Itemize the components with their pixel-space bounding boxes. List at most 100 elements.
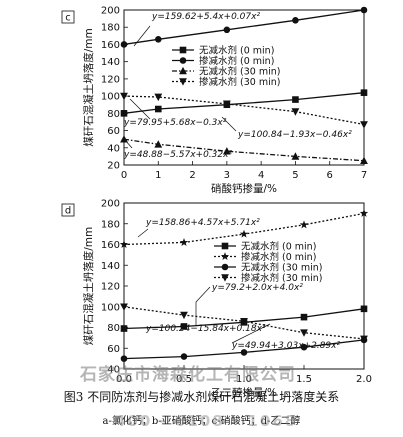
fit-equation: y=79.2+2.0x+4.0x² bbox=[211, 283, 303, 293]
legend-marker bbox=[179, 46, 187, 54]
legend-marker bbox=[179, 78, 187, 86]
x-tick-label: 0 bbox=[121, 170, 127, 181]
panel-label: d bbox=[61, 203, 75, 217]
legend-marker bbox=[221, 263, 229, 271]
x-tick-label: 2.0 bbox=[356, 374, 372, 385]
fit-equation: y=79.95+5.68x−0.3x² bbox=[123, 118, 227, 128]
data-point bbox=[239, 229, 249, 238]
data-point bbox=[360, 156, 368, 164]
legend-entry: 无减水剂 (0 min) bbox=[214, 240, 316, 252]
fit-equation: y=100.84−1.93x−0.46x² bbox=[237, 130, 352, 140]
data-point bbox=[222, 147, 231, 155]
data-point bbox=[154, 35, 162, 43]
y-tick-label: 120 bbox=[101, 74, 120, 85]
y-tick-label: 120 bbox=[101, 282, 120, 293]
x-axis-label: 硝酸钙掺量/% bbox=[211, 182, 277, 195]
data-point bbox=[300, 313, 308, 321]
x-tick-label: 1.0 bbox=[236, 374, 252, 385]
x-tick-label: 7 bbox=[361, 170, 367, 181]
data-point bbox=[154, 105, 162, 113]
y-tick-label: 180 bbox=[101, 23, 120, 34]
annotation-arrow bbox=[195, 286, 211, 303]
y-tick-label: 60 bbox=[107, 126, 120, 137]
x-tick-label: 5 bbox=[292, 170, 298, 181]
x-tick-label: 6 bbox=[327, 170, 333, 181]
x-tick-label: 0.0 bbox=[116, 374, 132, 385]
y-tick-label: 200 bbox=[101, 6, 120, 17]
data-point bbox=[120, 110, 128, 117]
legend-marker bbox=[179, 66, 187, 75]
data-point bbox=[119, 240, 129, 249]
data-point bbox=[300, 343, 308, 351]
legend-entry: 无减水剂 (30 min) bbox=[172, 65, 280, 77]
fit-equation: y=158.86+4.57x+5.71x² bbox=[145, 218, 260, 228]
data-point bbox=[120, 135, 128, 143]
data-point bbox=[360, 335, 368, 344]
legend-marker bbox=[220, 252, 230, 261]
legend-label: 无减水剂 (30 min) bbox=[199, 65, 280, 77]
y-tick-label: 40 bbox=[107, 143, 120, 154]
data-point bbox=[240, 317, 248, 326]
y-tick-label: 80 bbox=[107, 109, 120, 120]
annotation-arrow bbox=[137, 228, 149, 238]
data-point bbox=[360, 89, 368, 96]
annotation-arrow bbox=[129, 98, 151, 120]
y-tick-label: 140 bbox=[101, 261, 120, 272]
data-point bbox=[179, 238, 189, 246]
y-tick-label: 160 bbox=[101, 40, 120, 51]
annotation-arrow bbox=[133, 25, 151, 47]
y-tick-label: 100 bbox=[101, 302, 120, 313]
legend-label: 掺减水剂 (30 min) bbox=[199, 76, 280, 88]
fit-equation: y=159.62+5.4x+0.07x² bbox=[151, 12, 260, 22]
series-1 bbox=[120, 6, 368, 48]
data-point bbox=[360, 121, 368, 129]
series-3 bbox=[120, 303, 368, 344]
data-point bbox=[120, 355, 128, 362]
legend-entry: 掺减水剂 (30 min) bbox=[214, 272, 322, 284]
data-point bbox=[180, 353, 188, 360]
panel-label-text: c bbox=[65, 13, 71, 24]
data-point bbox=[291, 108, 300, 116]
x-tick-label: 0.5 bbox=[176, 374, 192, 385]
y-axis-label: 煤矸石混凝土坍落度/mm bbox=[82, 227, 95, 346]
x-tick-label: 3 bbox=[224, 170, 230, 181]
data-point bbox=[222, 100, 231, 108]
annotation-arrow bbox=[124, 139, 133, 149]
y-tick-label: 140 bbox=[101, 57, 120, 68]
data-point bbox=[299, 220, 309, 229]
annotation-arrow bbox=[221, 116, 237, 132]
y-tick-label: 180 bbox=[101, 219, 120, 230]
legend-entry: 无减水剂 (30 min) bbox=[214, 261, 322, 273]
series-1 bbox=[119, 208, 369, 249]
x-tick-label: 1.5 bbox=[296, 374, 312, 385]
data-point bbox=[120, 303, 128, 311]
x-tick-label: 1 bbox=[155, 170, 161, 181]
data-point bbox=[180, 323, 188, 330]
data-point bbox=[292, 96, 299, 103]
fit-equation: y=49.94+3.03x+2.89x² bbox=[231, 341, 340, 351]
y-tick-label: 160 bbox=[101, 240, 120, 251]
data-point bbox=[120, 41, 128, 48]
plot-frame bbox=[123, 9, 365, 166]
legend-marker bbox=[221, 274, 229, 282]
legend-label: 无减水剂 (30 min) bbox=[241, 261, 322, 273]
data-point bbox=[360, 6, 368, 14]
x-tick-label: 2 bbox=[189, 170, 195, 181]
figure-subcaption: a-氯化钙；b-亚硝酸钙；c-硝酸钙；d-乙二醇 bbox=[102, 416, 301, 427]
data-point bbox=[223, 26, 231, 34]
y-tick-label: 20 bbox=[107, 161, 120, 172]
legend-label: 掺减水剂 (0 min) bbox=[199, 55, 274, 67]
x-axis-label: 乙二醇掺量/% bbox=[211, 386, 277, 399]
chart-panel-d: d 40 60 80 100 120 140 160 180 200 0.0 0.5 1.0 1.5 2.0… bbox=[61, 199, 372, 399]
series-0 bbox=[120, 89, 368, 117]
fit-equation: y=48.88−5.57x+0.32x² bbox=[123, 150, 232, 160]
y-tick-label: 200 bbox=[101, 199, 120, 210]
data-point bbox=[154, 93, 163, 102]
panel-label-box bbox=[61, 10, 75, 24]
legend-marker bbox=[221, 242, 229, 250]
legend-label: 掺减水剂 (0 min) bbox=[241, 251, 316, 263]
series-2 bbox=[120, 135, 368, 164]
legend-label: 无减水剂 (0 min) bbox=[241, 240, 316, 252]
annotation-arrow bbox=[231, 323, 271, 344]
